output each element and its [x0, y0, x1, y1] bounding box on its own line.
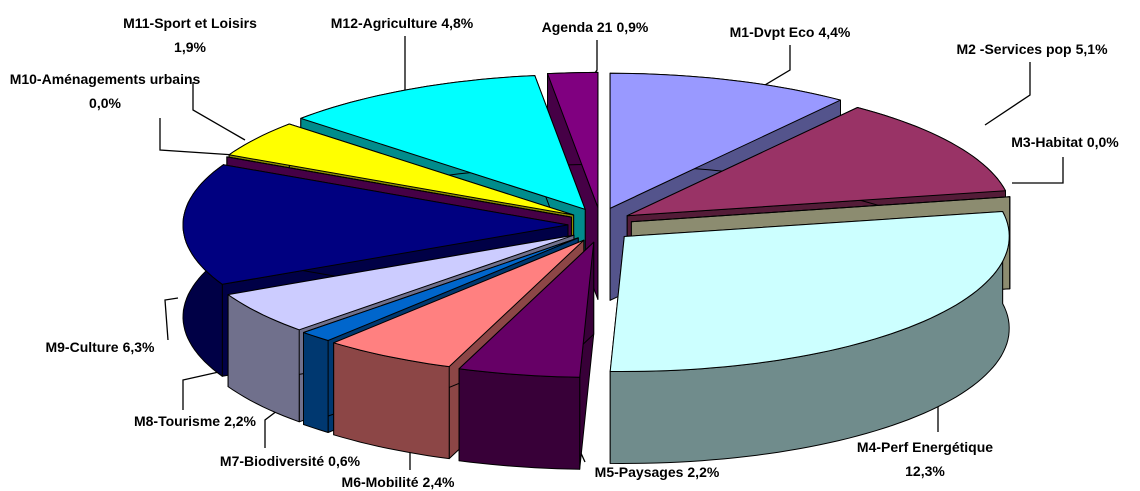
- category-label: M4-Perf Energétique: [857, 439, 993, 455]
- category-label: M5-Paysages: [595, 464, 684, 480]
- value-label: 0,6%: [328, 453, 360, 469]
- slice: [547, 71, 599, 208]
- data-label: M8-Tourisme 2,2%: [134, 413, 257, 429]
- slice: [458, 241, 595, 378]
- data-label: Agenda 21 0,9%: [542, 19, 649, 35]
- data-label: M6-Mobilité 2,4%: [342, 474, 455, 490]
- leader-line: [984, 62, 1031, 126]
- value-label: 2,4%: [423, 474, 455, 490]
- slice: [609, 211, 1010, 372]
- slice-side: [303, 332, 329, 433]
- data-label: M11-Sport et Loisirs 1,9%: [123, 15, 257, 55]
- category-label: M10-Aménagements urbains: [10, 71, 201, 87]
- value-label: 5,1%: [1076, 41, 1108, 57]
- data-label: M12-Agriculture 4,8%: [331, 15, 474, 31]
- labels: M1-Dvpt Eco 4,4% M2 -Services pop 5,1% M3-Ha…: [10, 15, 1120, 490]
- category-label: M9-Culture: [45, 339, 118, 355]
- slice: [227, 234, 575, 331]
- value-label: 0,0%: [1087, 134, 1119, 150]
- data-label: M7-Biodiversité 0,6%: [220, 453, 361, 469]
- category-label: M2 -Services pop: [956, 41, 1071, 57]
- leader-line: [192, 82, 246, 141]
- value-label: 0,0%: [89, 95, 121, 111]
- data-label: M2 -Services pop 5,1%: [956, 41, 1108, 57]
- slice: [228, 123, 575, 216]
- leader-line: [1012, 157, 1064, 184]
- slice: [226, 156, 572, 218]
- category-label: M8-Tourisme: [134, 413, 220, 429]
- slice: [630, 196, 1011, 223]
- value-label: 2,2%: [687, 464, 719, 480]
- category-label: M7-Biodiversité: [220, 453, 324, 469]
- slice: [609, 72, 841, 209]
- data-label: M10-Aménagements urbains 0,0%: [10, 71, 201, 111]
- data-label: M1-Dvpt Eco 4,4%: [730, 24, 851, 40]
- data-label: M4-Perf Energétique 12,3%: [857, 439, 993, 479]
- value-label: 12,3%: [905, 463, 945, 479]
- leader-line: [159, 118, 251, 157]
- pie: [182, 71, 1011, 470]
- data-label: M9-Culture 6,3%: [45, 339, 155, 355]
- slice-side: [458, 368, 581, 470]
- leader-line: [164, 297, 179, 341]
- category-label: M1-Dvpt Eco: [730, 24, 815, 40]
- value-label: 4,4%: [818, 24, 850, 40]
- slice: [182, 164, 569, 285]
- slice: [300, 75, 586, 210]
- data-label: M5-Paysages 2,2%: [595, 464, 720, 480]
- data-label: M3-Habitat 0,0%: [1011, 134, 1119, 150]
- slice: [333, 239, 585, 368]
- slice: [303, 237, 579, 341]
- slice: [626, 107, 1006, 217]
- category-label: Agenda 21: [542, 19, 613, 35]
- category-label: M11-Sport et Loisirs: [123, 15, 257, 31]
- value-label: 0,9%: [616, 19, 648, 35]
- value-label: 6,3%: [123, 339, 155, 355]
- category-label: M3-Habitat: [1011, 134, 1083, 150]
- value-label: 2,2%: [224, 413, 256, 429]
- category-label: M6-Mobilité: [342, 474, 419, 490]
- value-label: 4,8%: [441, 15, 473, 31]
- category-label: M12-Agriculture: [331, 15, 438, 31]
- value-label: 1,9%: [174, 39, 206, 55]
